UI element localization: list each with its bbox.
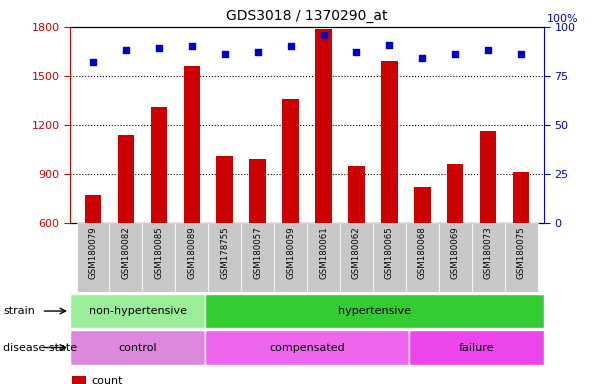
Bar — [274, 223, 307, 292]
Bar — [307, 223, 340, 292]
Text: compensated: compensated — [269, 343, 345, 353]
Point — [483, 47, 493, 53]
Bar — [208, 223, 241, 292]
Point — [418, 55, 427, 61]
Text: GSM180089: GSM180089 — [187, 226, 196, 279]
Bar — [513, 172, 530, 223]
Bar — [175, 223, 208, 292]
Point — [88, 59, 98, 65]
Text: GSM180085: GSM180085 — [154, 226, 164, 279]
Point — [351, 49, 361, 55]
Bar — [70, 294, 206, 328]
Bar — [184, 66, 200, 223]
Text: GSM180079: GSM180079 — [89, 226, 97, 279]
Text: GSM178755: GSM178755 — [220, 226, 229, 279]
Point — [253, 49, 263, 55]
Text: hypertensive: hypertensive — [338, 306, 411, 316]
Point — [220, 51, 230, 57]
Text: GSM180061: GSM180061 — [319, 226, 328, 279]
Bar — [414, 187, 430, 223]
Bar — [151, 107, 167, 223]
Text: 100%: 100% — [547, 14, 579, 24]
Bar — [70, 330, 206, 365]
Text: GSM180075: GSM180075 — [517, 226, 525, 279]
Bar — [118, 135, 134, 223]
Bar — [439, 223, 472, 292]
Text: GSM180082: GSM180082 — [122, 226, 130, 279]
Text: GSM180073: GSM180073 — [484, 226, 492, 279]
Point — [286, 43, 295, 50]
Text: GSM180057: GSM180057 — [253, 226, 262, 279]
Text: count: count — [91, 376, 123, 384]
Text: GSM180069: GSM180069 — [451, 226, 460, 279]
Bar — [447, 164, 463, 223]
Point — [516, 51, 526, 57]
Bar — [85, 195, 101, 223]
Point — [451, 51, 460, 57]
Text: GSM180068: GSM180068 — [418, 226, 427, 279]
Bar — [505, 223, 537, 292]
Bar — [316, 28, 332, 223]
Bar — [409, 330, 544, 365]
Text: disease state: disease state — [3, 343, 77, 353]
Title: GDS3018 / 1370290_at: GDS3018 / 1370290_at — [226, 9, 388, 23]
Bar — [142, 223, 175, 292]
Bar — [480, 131, 496, 223]
Text: GSM180059: GSM180059 — [286, 226, 295, 279]
Bar — [373, 223, 406, 292]
Text: control: control — [119, 343, 157, 353]
Bar — [249, 159, 266, 223]
Bar — [206, 294, 544, 328]
Point — [384, 41, 394, 48]
Bar — [241, 223, 274, 292]
Bar — [381, 61, 398, 223]
Bar — [109, 223, 142, 292]
Bar — [406, 223, 439, 292]
Point — [121, 47, 131, 53]
Bar — [348, 166, 365, 223]
Point — [187, 43, 196, 50]
Bar — [216, 156, 233, 223]
Text: strain: strain — [3, 306, 35, 316]
Bar — [72, 376, 86, 384]
Bar — [472, 223, 505, 292]
Bar — [77, 223, 109, 292]
Point — [319, 31, 328, 38]
Text: GSM180065: GSM180065 — [385, 226, 394, 279]
Bar — [206, 330, 409, 365]
Text: GSM180062: GSM180062 — [352, 226, 361, 279]
Bar — [282, 99, 299, 223]
Point — [154, 45, 164, 51]
Text: failure: failure — [458, 343, 494, 353]
Text: non-hypertensive: non-hypertensive — [89, 306, 187, 316]
Bar — [340, 223, 373, 292]
